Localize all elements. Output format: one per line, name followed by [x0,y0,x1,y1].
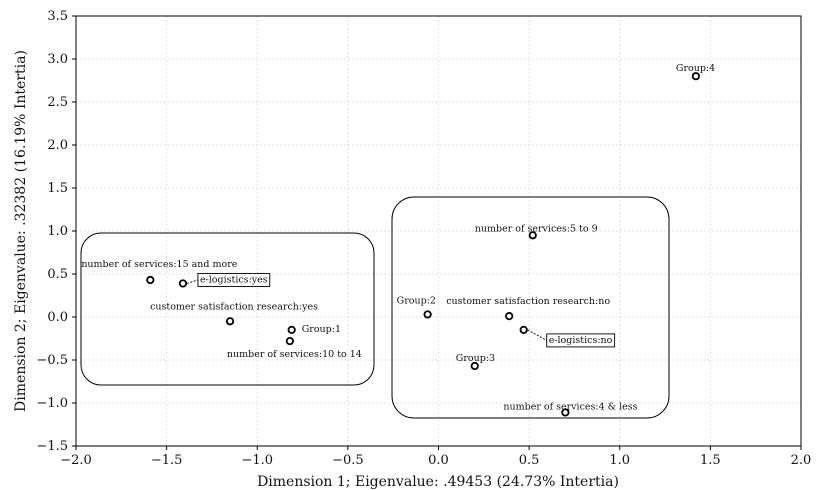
x-axis-ticks: −2.0 −1.5 −1.0 −0.5 0.0 0.5 1.0 1.5 2.0 [60,446,811,468]
x-tick-label: 1.5 [700,453,721,468]
point-label: number of services:10 to 14 [227,349,362,360]
point-label: Group:2 [397,295,436,306]
label-leader-line [186,279,199,284]
data-point [287,325,296,334]
data-point [178,279,188,288]
x-tick-label: −0.5 [332,453,364,468]
y-tick-label: −0.5 [36,353,68,368]
label-leader-lines [186,279,547,341]
point-label: customer satisfaction research:yes [150,301,318,312]
y-tick-label: 1.5 [47,181,68,196]
y-tick-label: 3.5 [47,9,68,24]
data-point [470,361,479,371]
data-point [528,231,537,240]
cluster-outline-right [391,196,670,419]
y-tick-label: 0.0 [47,310,68,325]
y-axis-ticks: −1.5 −1.0 −0.5 0.0 0.5 1.0 1.5 2.0 2.5 3.0 3.5 [36,9,76,454]
x-tick-label: −1.0 [241,453,273,468]
x-tick-label: 0.5 [519,453,540,468]
y-tick-label: 3.0 [47,52,68,67]
label-box [197,273,271,287]
data-point [519,325,528,334]
point-label: number of services:4 & less [503,401,637,412]
data-point [691,72,700,81]
label-box [546,333,616,348]
data-points [146,72,700,417]
data-point [146,275,155,285]
data-point [423,310,432,319]
point-labels: Group:4 number of services:5 to 9 number o… [81,63,715,412]
x-tick-label: −2.0 [60,453,92,468]
y-axis-title: Dimension 2; Eigenvalue: .32382 (16.19% … [13,50,29,412]
point-label: Group:1 [302,324,341,335]
x-axis-title: Dimension 1; Eigenvalue: .49453 (24.73% … [257,474,619,490]
label-leader-line [527,329,547,341]
data-point [505,312,514,321]
cluster-outline-left [80,232,375,386]
data-point [225,317,235,326]
x-tick-label: 2.0 [791,453,812,468]
grid-lines [76,16,801,446]
x-tick-label: 1.0 [609,453,630,468]
point-label: e-logistics:no [549,335,613,346]
point-label: Group:3 [456,353,495,364]
data-point [561,408,570,417]
y-tick-label: 1.0 [47,224,68,239]
y-tick-label: 2.5 [47,95,68,110]
y-tick-label: −1.0 [36,396,68,411]
point-label: e-logistics:yes [200,274,268,285]
point-label: number of services:15 and more [81,259,237,270]
data-point [285,336,294,346]
point-label: Group:4 [676,63,715,74]
x-tick-label: 0.0 [428,453,449,468]
y-tick-label: 2.0 [47,138,68,153]
point-label: customer satisfaction research:no [446,296,610,307]
x-tick-label: −1.5 [151,453,183,468]
point-label: number of services:5 to 9 [475,223,598,234]
y-tick-label: −1.5 [36,439,68,454]
y-tick-label: 0.5 [47,267,68,282]
